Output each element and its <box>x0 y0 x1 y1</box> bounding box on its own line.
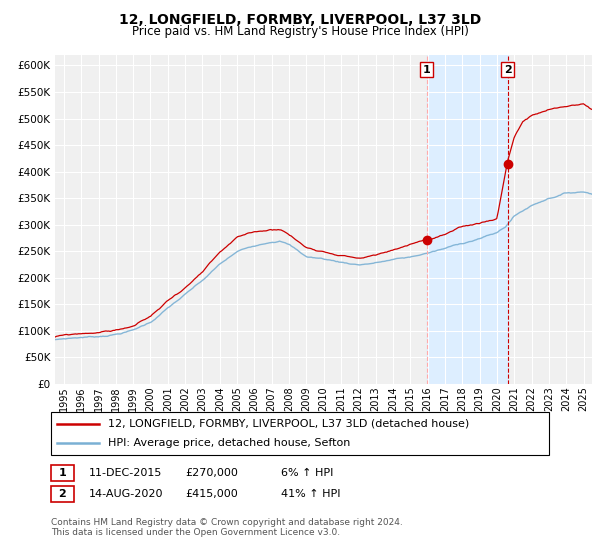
Text: 41% ↑ HPI: 41% ↑ HPI <box>281 489 340 499</box>
Bar <box>427 55 508 384</box>
Text: 2: 2 <box>59 489 66 499</box>
Text: Price paid vs. HM Land Registry's House Price Index (HPI): Price paid vs. HM Land Registry's House … <box>131 25 469 38</box>
Text: £415,000: £415,000 <box>185 489 238 499</box>
Text: 12, LONGFIELD, FORMBY, LIVERPOOL, L37 3LD: 12, LONGFIELD, FORMBY, LIVERPOOL, L37 3L… <box>119 13 481 27</box>
Text: 6% ↑ HPI: 6% ↑ HPI <box>281 468 333 478</box>
Text: HPI: Average price, detached house, Sefton: HPI: Average price, detached house, Seft… <box>108 438 350 447</box>
Text: 12, LONGFIELD, FORMBY, LIVERPOOL, L37 3LD (detached house): 12, LONGFIELD, FORMBY, LIVERPOOL, L37 3L… <box>108 419 469 428</box>
Text: 1: 1 <box>423 64 430 74</box>
Text: 11-DEC-2015: 11-DEC-2015 <box>89 468 162 478</box>
Text: 14-AUG-2020: 14-AUG-2020 <box>89 489 163 499</box>
Text: Contains HM Land Registry data © Crown copyright and database right 2024.
This d: Contains HM Land Registry data © Crown c… <box>51 518 403 538</box>
Text: 1: 1 <box>59 468 66 478</box>
Text: £270,000: £270,000 <box>185 468 238 478</box>
Text: 2: 2 <box>504 64 512 74</box>
